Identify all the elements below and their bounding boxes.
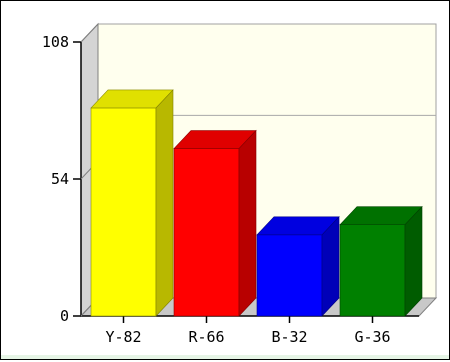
bar-side-face — [238, 129, 257, 317]
bar-front-face — [339, 224, 406, 317]
bar-b-32 — [256, 216, 340, 317]
y-tick-label: 54 — [51, 170, 69, 188]
x-category-label: R-66 — [188, 328, 224, 346]
bar-y-82 — [90, 89, 174, 317]
bar-front-face — [90, 107, 157, 317]
bar-front-face — [173, 148, 240, 317]
bar-r-66 — [173, 129, 257, 317]
bar-side-face — [321, 216, 340, 317]
bar-g-36 — [339, 205, 423, 317]
y-tick-label: 0 — [60, 307, 69, 325]
y-tick-depth-line — [80, 23, 99, 43]
x-category-label: Y-82 — [105, 328, 141, 346]
y-tick-label: 108 — [42, 33, 69, 51]
x-category-label: G-36 — [354, 328, 390, 346]
bar-side-face — [404, 205, 423, 317]
x-category-label: B-32 — [271, 328, 307, 346]
bar-front-face — [256, 234, 323, 317]
bar-side-face — [155, 89, 174, 317]
